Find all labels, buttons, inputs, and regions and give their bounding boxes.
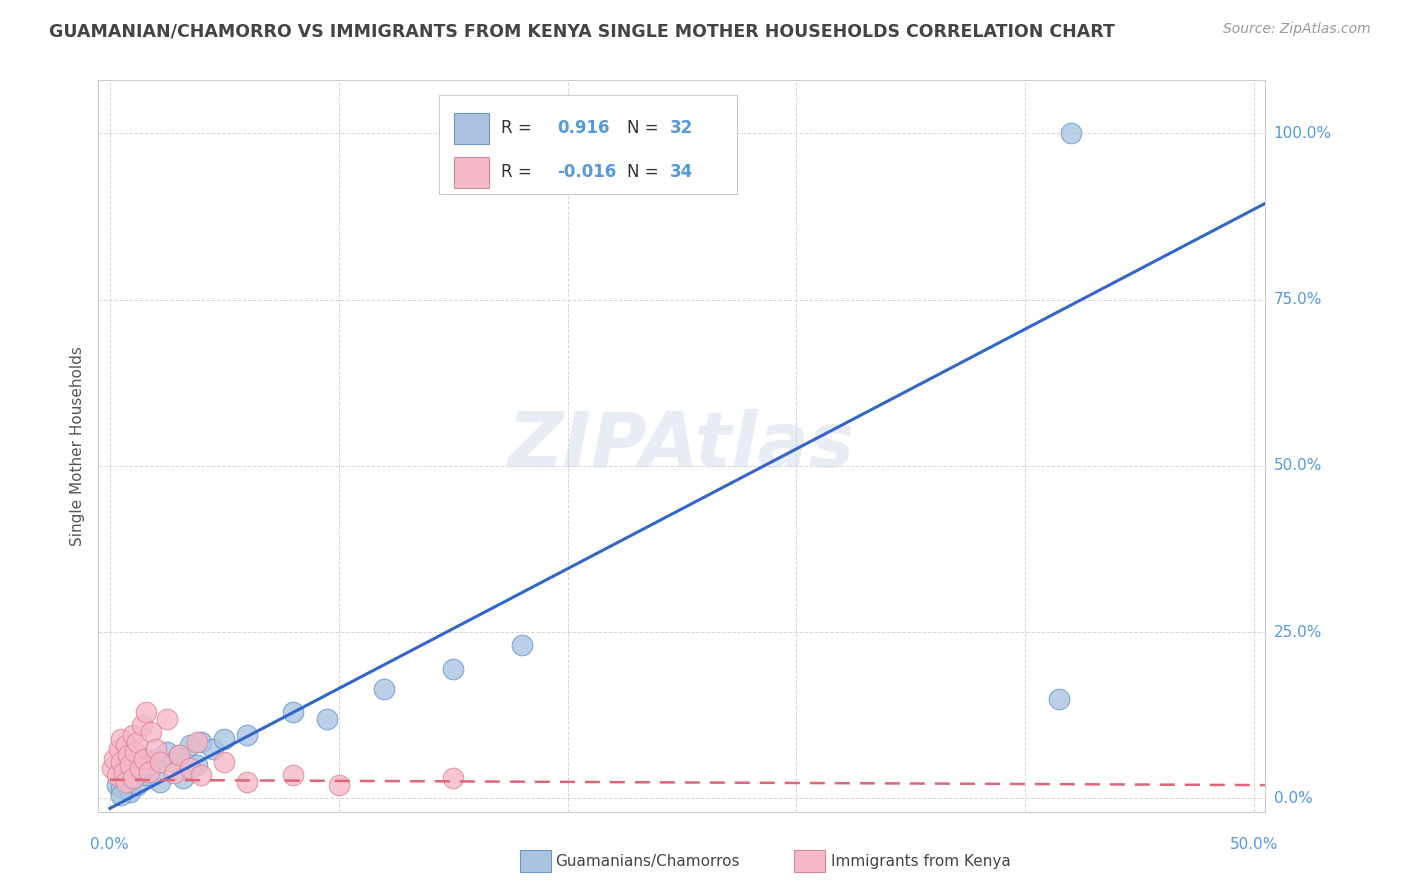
- Text: 50.0%: 50.0%: [1230, 837, 1278, 852]
- Point: [103, 751, 125, 765]
- FancyBboxPatch shape: [439, 95, 737, 194]
- Text: N =: N =: [627, 119, 664, 136]
- Point: [101, 762, 124, 776]
- Point: [135, 705, 157, 719]
- Point: [316, 712, 339, 726]
- Point: [145, 751, 167, 765]
- Point: [328, 778, 350, 792]
- Point: [131, 718, 153, 732]
- Point: [110, 731, 132, 746]
- Text: R =: R =: [501, 119, 537, 136]
- Text: 0.916: 0.916: [557, 119, 610, 136]
- Text: N =: N =: [627, 162, 664, 181]
- Point: [1060, 127, 1083, 141]
- Point: [510, 639, 533, 653]
- Point: [281, 705, 304, 719]
- Point: [156, 745, 179, 759]
- Text: -0.016: -0.016: [557, 162, 616, 181]
- Point: [163, 755, 186, 769]
- Text: 50.0%: 50.0%: [1274, 458, 1322, 474]
- Point: [149, 755, 172, 769]
- Point: [179, 738, 201, 752]
- Text: 100.0%: 100.0%: [1274, 126, 1331, 141]
- Point: [128, 751, 150, 765]
- Point: [201, 741, 224, 756]
- Point: [236, 774, 259, 789]
- Point: [117, 774, 139, 789]
- Point: [145, 741, 167, 756]
- Point: [105, 778, 128, 792]
- Text: 25.0%: 25.0%: [1274, 624, 1322, 640]
- Point: [110, 781, 132, 796]
- Text: Source: ZipAtlas.com: Source: ZipAtlas.com: [1223, 22, 1371, 37]
- Point: [115, 738, 138, 752]
- Point: [441, 772, 464, 786]
- Point: [124, 745, 146, 759]
- Point: [1049, 691, 1071, 706]
- Point: [214, 731, 236, 746]
- Point: [127, 735, 149, 749]
- Point: [163, 766, 186, 780]
- Point: [236, 728, 259, 742]
- Point: [156, 712, 179, 726]
- FancyBboxPatch shape: [454, 113, 489, 144]
- Text: 32: 32: [671, 119, 693, 136]
- Text: GUAMANIAN/CHAMORRO VS IMMIGRANTS FROM KENYA SINGLE MOTHER HOUSEHOLDS CORRELATION: GUAMANIAN/CHAMORRO VS IMMIGRANTS FROM KE…: [49, 22, 1115, 40]
- Point: [121, 728, 143, 742]
- Point: [134, 762, 156, 776]
- Point: [110, 755, 132, 769]
- FancyBboxPatch shape: [454, 157, 489, 188]
- Point: [124, 755, 146, 769]
- Point: [190, 768, 212, 782]
- Text: 0.0%: 0.0%: [90, 837, 129, 852]
- Point: [120, 758, 142, 772]
- Point: [214, 755, 236, 769]
- Point: [105, 768, 128, 782]
- Point: [112, 764, 135, 779]
- Point: [441, 662, 464, 676]
- Point: [121, 772, 143, 786]
- Point: [121, 772, 143, 786]
- Point: [108, 741, 131, 756]
- Point: [190, 735, 212, 749]
- Point: [172, 772, 194, 786]
- Point: [139, 758, 162, 772]
- Point: [167, 748, 190, 763]
- Text: R =: R =: [501, 162, 537, 181]
- Point: [139, 725, 162, 739]
- Text: Guamanians/Chamorros: Guamanians/Chamorros: [555, 855, 740, 869]
- Point: [112, 764, 135, 779]
- Point: [186, 758, 208, 772]
- Point: [128, 762, 150, 776]
- Point: [110, 788, 132, 802]
- Point: [281, 768, 304, 782]
- Point: [127, 778, 149, 792]
- Point: [120, 785, 142, 799]
- Point: [135, 768, 157, 782]
- Point: [179, 762, 201, 776]
- Text: 34: 34: [671, 162, 693, 181]
- Point: [117, 748, 139, 763]
- Text: 0.0%: 0.0%: [1274, 791, 1312, 805]
- Point: [167, 748, 190, 763]
- Point: [186, 735, 208, 749]
- Y-axis label: Single Mother Households: Single Mother Households: [70, 346, 86, 546]
- Text: 75.0%: 75.0%: [1274, 293, 1322, 307]
- Point: [134, 751, 156, 765]
- Point: [373, 681, 395, 696]
- Point: [138, 764, 160, 779]
- Text: ZIPAtlas: ZIPAtlas: [508, 409, 856, 483]
- Point: [115, 774, 138, 789]
- Text: Immigrants from Kenya: Immigrants from Kenya: [831, 855, 1011, 869]
- Point: [149, 774, 172, 789]
